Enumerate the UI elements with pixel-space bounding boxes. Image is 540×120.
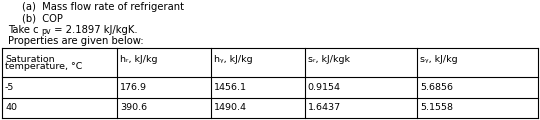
Text: 40: 40: [5, 103, 17, 112]
Text: 0.9154: 0.9154: [308, 83, 341, 92]
Text: (b)  COP: (b) COP: [22, 14, 63, 24]
Text: Properties are given below:: Properties are given below:: [8, 36, 144, 46]
Text: 1490.4: 1490.4: [214, 103, 247, 112]
Text: 5.1558: 5.1558: [421, 103, 454, 112]
Text: sᵧ, kJ/kg: sᵧ, kJ/kg: [421, 55, 458, 64]
Text: Saturation: Saturation: [5, 55, 55, 64]
Text: Take c: Take c: [8, 25, 39, 35]
Text: 1456.1: 1456.1: [214, 83, 247, 92]
Text: = 2.1897 kJ/kgK.: = 2.1897 kJ/kgK.: [51, 25, 138, 35]
Text: -5: -5: [5, 83, 15, 92]
Text: hᵣ, kJ/kg: hᵣ, kJ/kg: [120, 55, 158, 64]
Text: temperature, °C: temperature, °C: [5, 62, 83, 71]
Text: pv: pv: [41, 27, 51, 36]
Text: (a)  Mass flow rate of refrigerant: (a) Mass flow rate of refrigerant: [22, 2, 184, 12]
Text: 390.6: 390.6: [120, 103, 147, 112]
Text: hᵧ, kJ/kg: hᵧ, kJ/kg: [214, 55, 253, 64]
Text: 1.6437: 1.6437: [308, 103, 341, 112]
Text: sᵣ, kJ/kgk: sᵣ, kJ/kgk: [308, 55, 350, 64]
Text: 176.9: 176.9: [120, 83, 147, 92]
Text: 5.6856: 5.6856: [421, 83, 454, 92]
